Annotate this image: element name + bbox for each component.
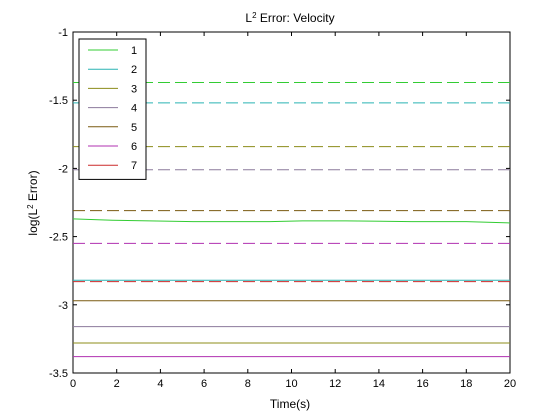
x-tick-label: 20 xyxy=(504,378,516,390)
x-tick-label: 6 xyxy=(201,378,207,390)
legend-item: 3 xyxy=(88,83,137,95)
legend-item: 7 xyxy=(88,160,137,172)
legend-label: 4 xyxy=(131,103,137,115)
y-tick-label: -2 xyxy=(58,163,68,175)
x-tick-label: 4 xyxy=(157,378,163,390)
x-tick-label: 8 xyxy=(245,378,251,390)
x-axis-label: Time(s) xyxy=(270,397,310,411)
y-axis-label: log(L2 Error) xyxy=(26,170,41,235)
legend-item: 2 xyxy=(88,64,137,76)
series-6 xyxy=(73,242,510,358)
legend-label: 5 xyxy=(131,122,137,134)
legend-label: 7 xyxy=(131,160,137,172)
y-tick-label: -1 xyxy=(58,27,68,39)
series-5 xyxy=(73,210,510,302)
y-tick-label: -3.5 xyxy=(49,368,68,380)
legend-item: 5 xyxy=(88,122,137,134)
y-tick-label: -3 xyxy=(58,300,68,312)
legend-label: 2 xyxy=(131,64,137,76)
y-tick-label: -2.5 xyxy=(49,232,68,244)
legend-label: 3 xyxy=(131,83,137,95)
chart-title: L2 Error: Velocity xyxy=(245,11,334,26)
x-tick-label: 12 xyxy=(329,378,341,390)
legend: 1 2 3 4 5 6 7 xyxy=(78,38,147,180)
legend-item: 1 xyxy=(88,45,137,57)
x-tick-label: 14 xyxy=(373,378,385,390)
series-1-solid-line xyxy=(72,218,511,224)
legend-box xyxy=(78,38,147,180)
x-tick-label: 18 xyxy=(460,378,472,390)
x-tick-label: 10 xyxy=(285,378,297,390)
legend-item: 4 xyxy=(88,103,137,115)
x-tick-label: 0 xyxy=(70,378,76,390)
x-tick-label: 2 xyxy=(114,378,120,390)
legend-label: 6 xyxy=(131,141,137,153)
legend-item: 6 xyxy=(88,141,137,153)
ticks-layer: 0 2 4 6 8 10 12 14 16 18 20-1-1.5-2-2.5-3-3.5 xyxy=(49,27,516,390)
legend-label: 1 xyxy=(131,45,137,57)
y-tick-label: -1.5 xyxy=(49,95,68,107)
x-tick-label: 16 xyxy=(416,378,428,390)
